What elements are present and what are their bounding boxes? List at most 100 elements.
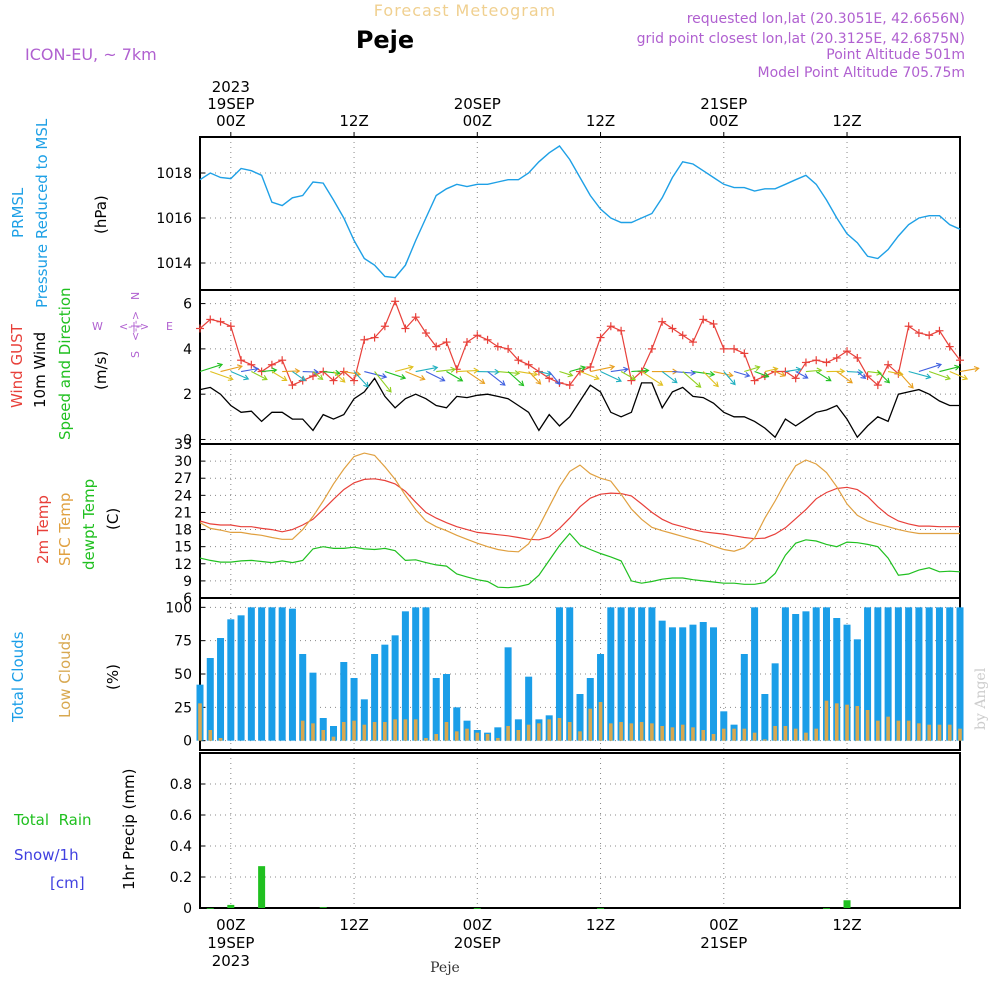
wind-label: 10m Wind [31, 332, 49, 408]
total-cloud-bar [576, 694, 584, 741]
low-cloud-bar [393, 719, 397, 741]
wind-arrow-head [772, 366, 779, 373]
low-cloud-bar [752, 732, 757, 741]
y-tick-label: 33 [174, 437, 192, 453]
wind-arrow [620, 371, 636, 380]
wind-arrow [744, 366, 760, 373]
top-time-label: 00Z [463, 112, 492, 130]
total-cloud-bar [422, 607, 430, 741]
total-cloud-bar [299, 654, 307, 741]
total-cloud-bar [874, 607, 882, 741]
total-cloud-bar [432, 678, 440, 741]
wind-line [199, 377, 960, 439]
y-tick-label: 100 [165, 600, 192, 616]
wind-arrow [518, 370, 538, 376]
total-cloud-bar [566, 607, 574, 741]
y-tick-label: 0.4 [170, 839, 192, 855]
wind-arrow-head [236, 364, 243, 371]
low-cloud-bar [650, 723, 654, 741]
rain-bar [843, 900, 851, 908]
low-cloud-bar [311, 723, 315, 741]
total-cloud-bar [699, 622, 707, 741]
wind-dir-label: Speed and Direction [56, 287, 74, 440]
total-cloud-bar [668, 627, 676, 741]
y-tick-label: 30 [174, 454, 192, 470]
y-tick-label: 1016 [156, 211, 192, 227]
wind-arrow-head [695, 382, 702, 388]
wind-arrow [702, 371, 719, 387]
low-cloud-bar [362, 724, 367, 741]
wind-arrow-head [936, 362, 943, 369]
low-cloud-bar [886, 716, 890, 741]
wind-arrow [559, 371, 573, 377]
wind-arrow-head [643, 367, 650, 374]
wind-arrow [210, 371, 233, 380]
low-cloud-bar [609, 723, 613, 741]
bottom-time-label: 2023 [212, 952, 250, 970]
wind-arrow [877, 371, 890, 384]
wind-arrow [959, 367, 979, 373]
temp-labels: 2m Temp SFC Temp dewpt Temp (C) [34, 479, 122, 570]
wind-arrow [856, 371, 866, 379]
y-tick-label: 0 [183, 734, 192, 750]
y-tick-label: 0.2 [170, 870, 192, 886]
wind-arrow [579, 371, 600, 380]
wind-arrow [364, 370, 387, 378]
low-cloud-bar [639, 722, 644, 741]
wind-arrow [487, 371, 506, 386]
low-cloud-bar [958, 728, 962, 741]
wind-arrow [538, 370, 552, 375]
wind-arrow-head [479, 378, 486, 384]
temp-line-2 [199, 532, 961, 589]
low-cloud-bar [444, 722, 449, 741]
wind-arrow-head [381, 373, 388, 380]
wind-arrow-head [795, 366, 802, 373]
low-cloud-bar [804, 732, 808, 741]
y-tick-label: 0 [183, 432, 192, 448]
wind-arrow [805, 369, 822, 373]
wind-arrow [343, 370, 361, 376]
top-time-label: 2023 [212, 78, 250, 96]
y-tick-label: 9 [183, 574, 192, 590]
wind-arrow-head [690, 369, 697, 376]
total-cloud-bar [453, 707, 461, 741]
total-cloud-bar [401, 611, 409, 741]
y-tick-label: 6 [183, 297, 192, 313]
total-cloud-bar [442, 674, 450, 741]
wind-arrow [282, 370, 300, 373]
total-cloud-bar [340, 662, 348, 741]
model-altitude: Model Point Altitude 705.75m [758, 65, 965, 81]
pressure-unit: (hPa) [92, 195, 110, 234]
wind-arrow-head [816, 367, 823, 374]
wind-arrow [261, 369, 277, 373]
wind-arrow [682, 371, 701, 388]
wind-arrow [610, 368, 628, 373]
y-tick-label: 75 [174, 634, 192, 650]
wind-arrow [600, 371, 622, 382]
wind-arrow-head [730, 379, 736, 386]
wind-arrow-head [419, 375, 426, 381]
total-cloud-bar [864, 607, 872, 741]
wind-arrow-head [299, 375, 306, 382]
low-cloud-bar [352, 720, 356, 741]
pressure-label-1: PRMSL [9, 187, 27, 238]
wind-arrow-head [954, 364, 961, 371]
low-cloud-bar [588, 708, 593, 741]
wind-arrow-head [363, 381, 369, 388]
total-cloud-bar [802, 611, 810, 741]
wind-arrow-head [355, 370, 362, 377]
wind-arrow [785, 368, 801, 373]
cloud-labels: Total Clouds Low Clouds (%) [9, 631, 122, 723]
wind-arrow [312, 371, 323, 380]
low-cloud-bar [896, 720, 901, 741]
low-cloud-bar [834, 703, 839, 741]
wind-unit: (m/s) [92, 351, 110, 390]
low-cloud-bar [732, 728, 736, 741]
panel-clouds: 0 25 50 75 100 [165, 597, 964, 751]
wind-arrow-head [623, 366, 629, 373]
wind-arrow [507, 371, 524, 386]
wind-arrow-head [281, 375, 288, 381]
wind-arrow [230, 371, 249, 380]
wind-arrow-head [944, 374, 951, 381]
low-cloud-bar [198, 703, 202, 741]
